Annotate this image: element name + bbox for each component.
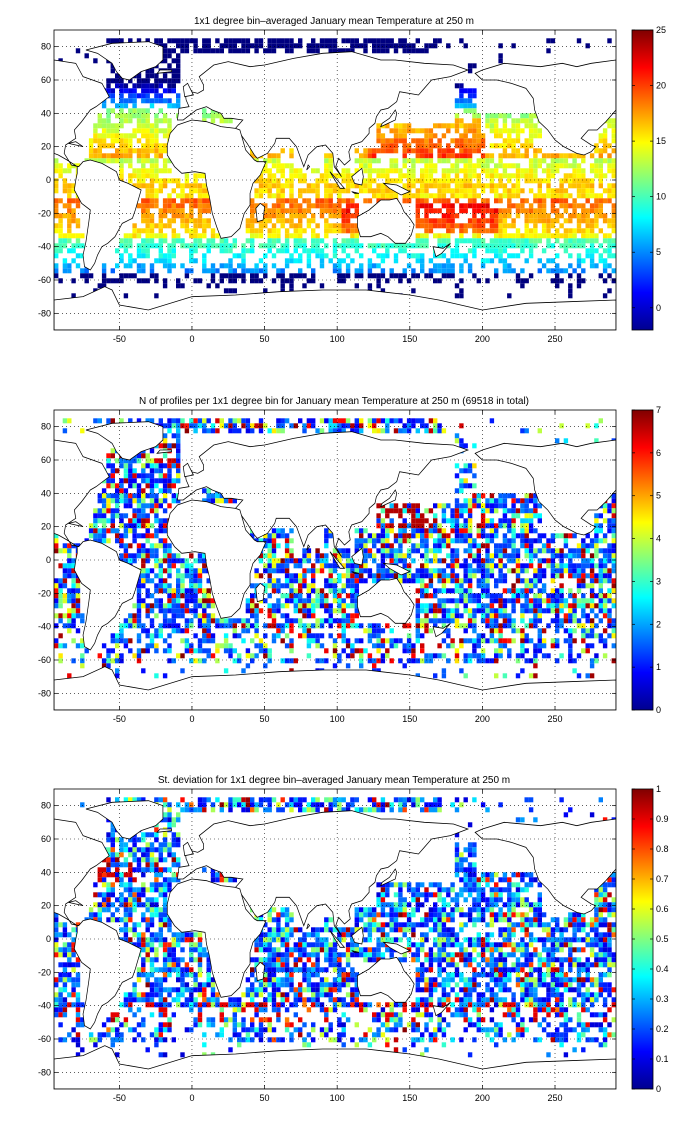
x-tick-label: 150 — [402, 714, 417, 724]
grid-lines — [54, 30, 616, 330]
colorbar-tick-label: 0.3 — [656, 994, 669, 1004]
colorbar-tick-label: 5 — [656, 491, 661, 501]
y-tick-label: -40 — [38, 622, 51, 632]
profile-count-map-panel: N of profiles per 1x1 degree bin for Jan… — [38, 396, 661, 724]
y-tick-label: 20 — [41, 142, 51, 152]
colorbar-tick-label: 10 — [656, 192, 666, 202]
colorbar — [631, 409, 654, 711]
x-tick-label: 0 — [189, 334, 194, 344]
y-tick-label: 0 — [46, 555, 51, 565]
y-tick-label: 40 — [41, 488, 51, 498]
y-tick-label: 0 — [46, 175, 51, 185]
x-tick-label: 100 — [330, 714, 345, 724]
x-tick-label: 50 — [260, 714, 270, 724]
colorbar-tick-label: 0 — [656, 1084, 661, 1094]
x-tick-label: -50 — [113, 1093, 126, 1103]
grid-lines — [54, 410, 616, 710]
y-tick-label: 40 — [41, 867, 51, 877]
y-tick-label: -40 — [38, 1001, 51, 1011]
colorbar-tick-label: 0.6 — [656, 904, 669, 914]
y-tick-label: -20 — [38, 588, 51, 598]
y-tick-label: 60 — [41, 75, 51, 85]
colorbar-tick-label: 1 — [656, 784, 661, 794]
y-tick-label: 80 — [41, 422, 51, 432]
colorbar-tick-label: 2 — [656, 619, 661, 629]
x-tick-label: 200 — [475, 334, 490, 344]
x-tick-label: 100 — [330, 334, 345, 344]
x-tick-label: 150 — [402, 334, 417, 344]
x-tick-label: 250 — [547, 714, 562, 724]
colorbar-tick-label: 3 — [656, 576, 661, 586]
colorbar-tick-label: 7 — [656, 405, 661, 415]
x-tick-label: 0 — [189, 714, 194, 724]
colorbar-tick-label: 0.2 — [656, 1024, 669, 1034]
colorbar-tick-label: 25 — [656, 25, 666, 35]
stddev-map-panel: St. deviation for 1x1 degree bin–average… — [38, 775, 669, 1103]
colorbar-tick-label: 5 — [656, 247, 661, 257]
y-tick-label: 80 — [41, 42, 51, 52]
colorbar-tick-label: 0.4 — [656, 964, 669, 974]
y-tick-label: 60 — [41, 834, 51, 844]
colorbar-tick-label: 15 — [656, 136, 666, 146]
y-tick-label: 0 — [46, 934, 51, 944]
y-tick-label: 80 — [41, 801, 51, 811]
y-tick-label: -60 — [38, 1034, 51, 1044]
colorbar-tick-label: 0 — [656, 303, 661, 313]
y-tick-label: -80 — [38, 1067, 51, 1077]
colorbar-tick-label: 0.9 — [656, 814, 669, 824]
colorbar-tick-label: 20 — [656, 81, 666, 91]
y-tick-label: -80 — [38, 308, 51, 318]
x-tick-label: 50 — [260, 1093, 270, 1103]
data-bins — [54, 418, 616, 679]
y-tick-label: 60 — [41, 455, 51, 465]
colorbar-tick-label: 0.5 — [656, 934, 669, 944]
colorbar-tick-label: 6 — [656, 448, 661, 458]
x-tick-label: 250 — [547, 1093, 562, 1103]
y-tick-label: -60 — [38, 655, 51, 665]
x-tick-label: -50 — [113, 334, 126, 344]
panel-title: 1x1 degree bin–averaged January mean Tem… — [194, 16, 474, 27]
colorbar-tick-label: 0.8 — [656, 844, 669, 854]
y-tick-label: -80 — [38, 688, 51, 698]
y-tick-label: 40 — [41, 108, 51, 118]
panel-title: N of profiles per 1x1 degree bin for Jan… — [139, 396, 529, 407]
panel-title: St. deviation for 1x1 degree bin–average… — [158, 775, 510, 786]
y-tick-label: -20 — [38, 208, 51, 218]
x-tick-label: 150 — [402, 1093, 417, 1103]
colorbar-tick-label: 0 — [656, 705, 661, 715]
y-tick-label: 20 — [41, 901, 51, 911]
colorbar-tick-label: 0.1 — [656, 1054, 669, 1064]
colorbar-tick-label: 4 — [656, 534, 661, 544]
x-tick-label: 50 — [260, 334, 270, 344]
y-tick-label: -20 — [38, 967, 51, 977]
data-bins — [54, 38, 616, 299]
y-tick-label: 20 — [41, 522, 51, 532]
y-tick-label: -40 — [38, 242, 51, 252]
grid-lines — [54, 789, 616, 1089]
x-tick-label: 100 — [330, 1093, 345, 1103]
y-tick-label: -60 — [38, 275, 51, 285]
x-tick-label: 200 — [475, 1093, 490, 1103]
x-tick-label: -50 — [113, 714, 126, 724]
x-tick-label: 250 — [547, 334, 562, 344]
colorbar — [631, 29, 654, 331]
x-tick-label: 0 — [189, 1093, 194, 1103]
colorbar-tick-label: 0.7 — [656, 874, 669, 884]
colorbar-tick-label: 1 — [656, 662, 661, 672]
x-tick-label: 200 — [475, 714, 490, 724]
data-bins — [54, 797, 616, 1058]
temperature-map-panel: 1x1 degree bin–averaged January mean Tem… — [38, 16, 666, 344]
colorbar — [631, 788, 654, 1090]
